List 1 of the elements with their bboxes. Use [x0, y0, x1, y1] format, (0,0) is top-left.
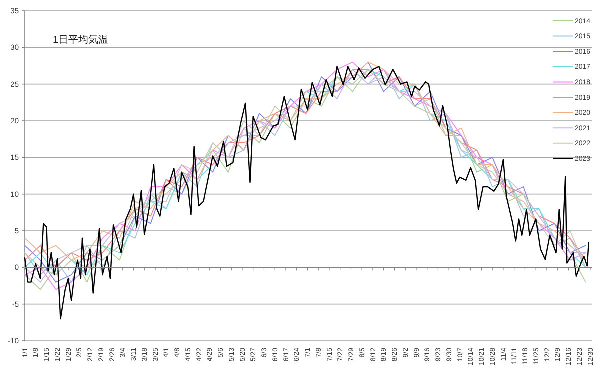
- text: 1日平均気温: [53, 34, 109, 46]
